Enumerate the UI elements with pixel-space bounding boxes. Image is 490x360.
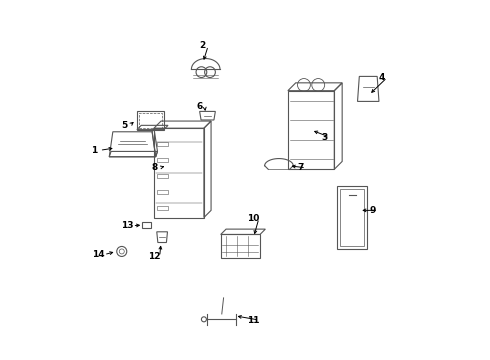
Bar (137, 111, 164, 130)
Text: 14: 14 (92, 250, 105, 259)
Text: 12: 12 (148, 252, 161, 261)
Text: 11: 11 (247, 315, 260, 324)
Text: 13: 13 (121, 221, 133, 230)
Text: 2: 2 (200, 41, 206, 50)
Text: 3: 3 (321, 132, 327, 141)
Text: 9: 9 (369, 206, 376, 215)
Bar (340, 189, 365, 246)
Bar (157, 190, 168, 194)
Text: 1: 1 (91, 146, 98, 155)
Bar (139, 113, 162, 128)
Text: 6: 6 (196, 102, 202, 111)
Bar (337, 186, 368, 249)
Bar (157, 158, 168, 162)
Bar (157, 206, 168, 210)
Text: 10: 10 (247, 214, 260, 223)
Bar (157, 142, 168, 146)
Text: 7: 7 (297, 163, 304, 172)
Bar (157, 174, 168, 178)
Text: 5: 5 (121, 121, 127, 130)
Text: 8: 8 (152, 163, 158, 172)
Text: 4: 4 (379, 73, 385, 82)
